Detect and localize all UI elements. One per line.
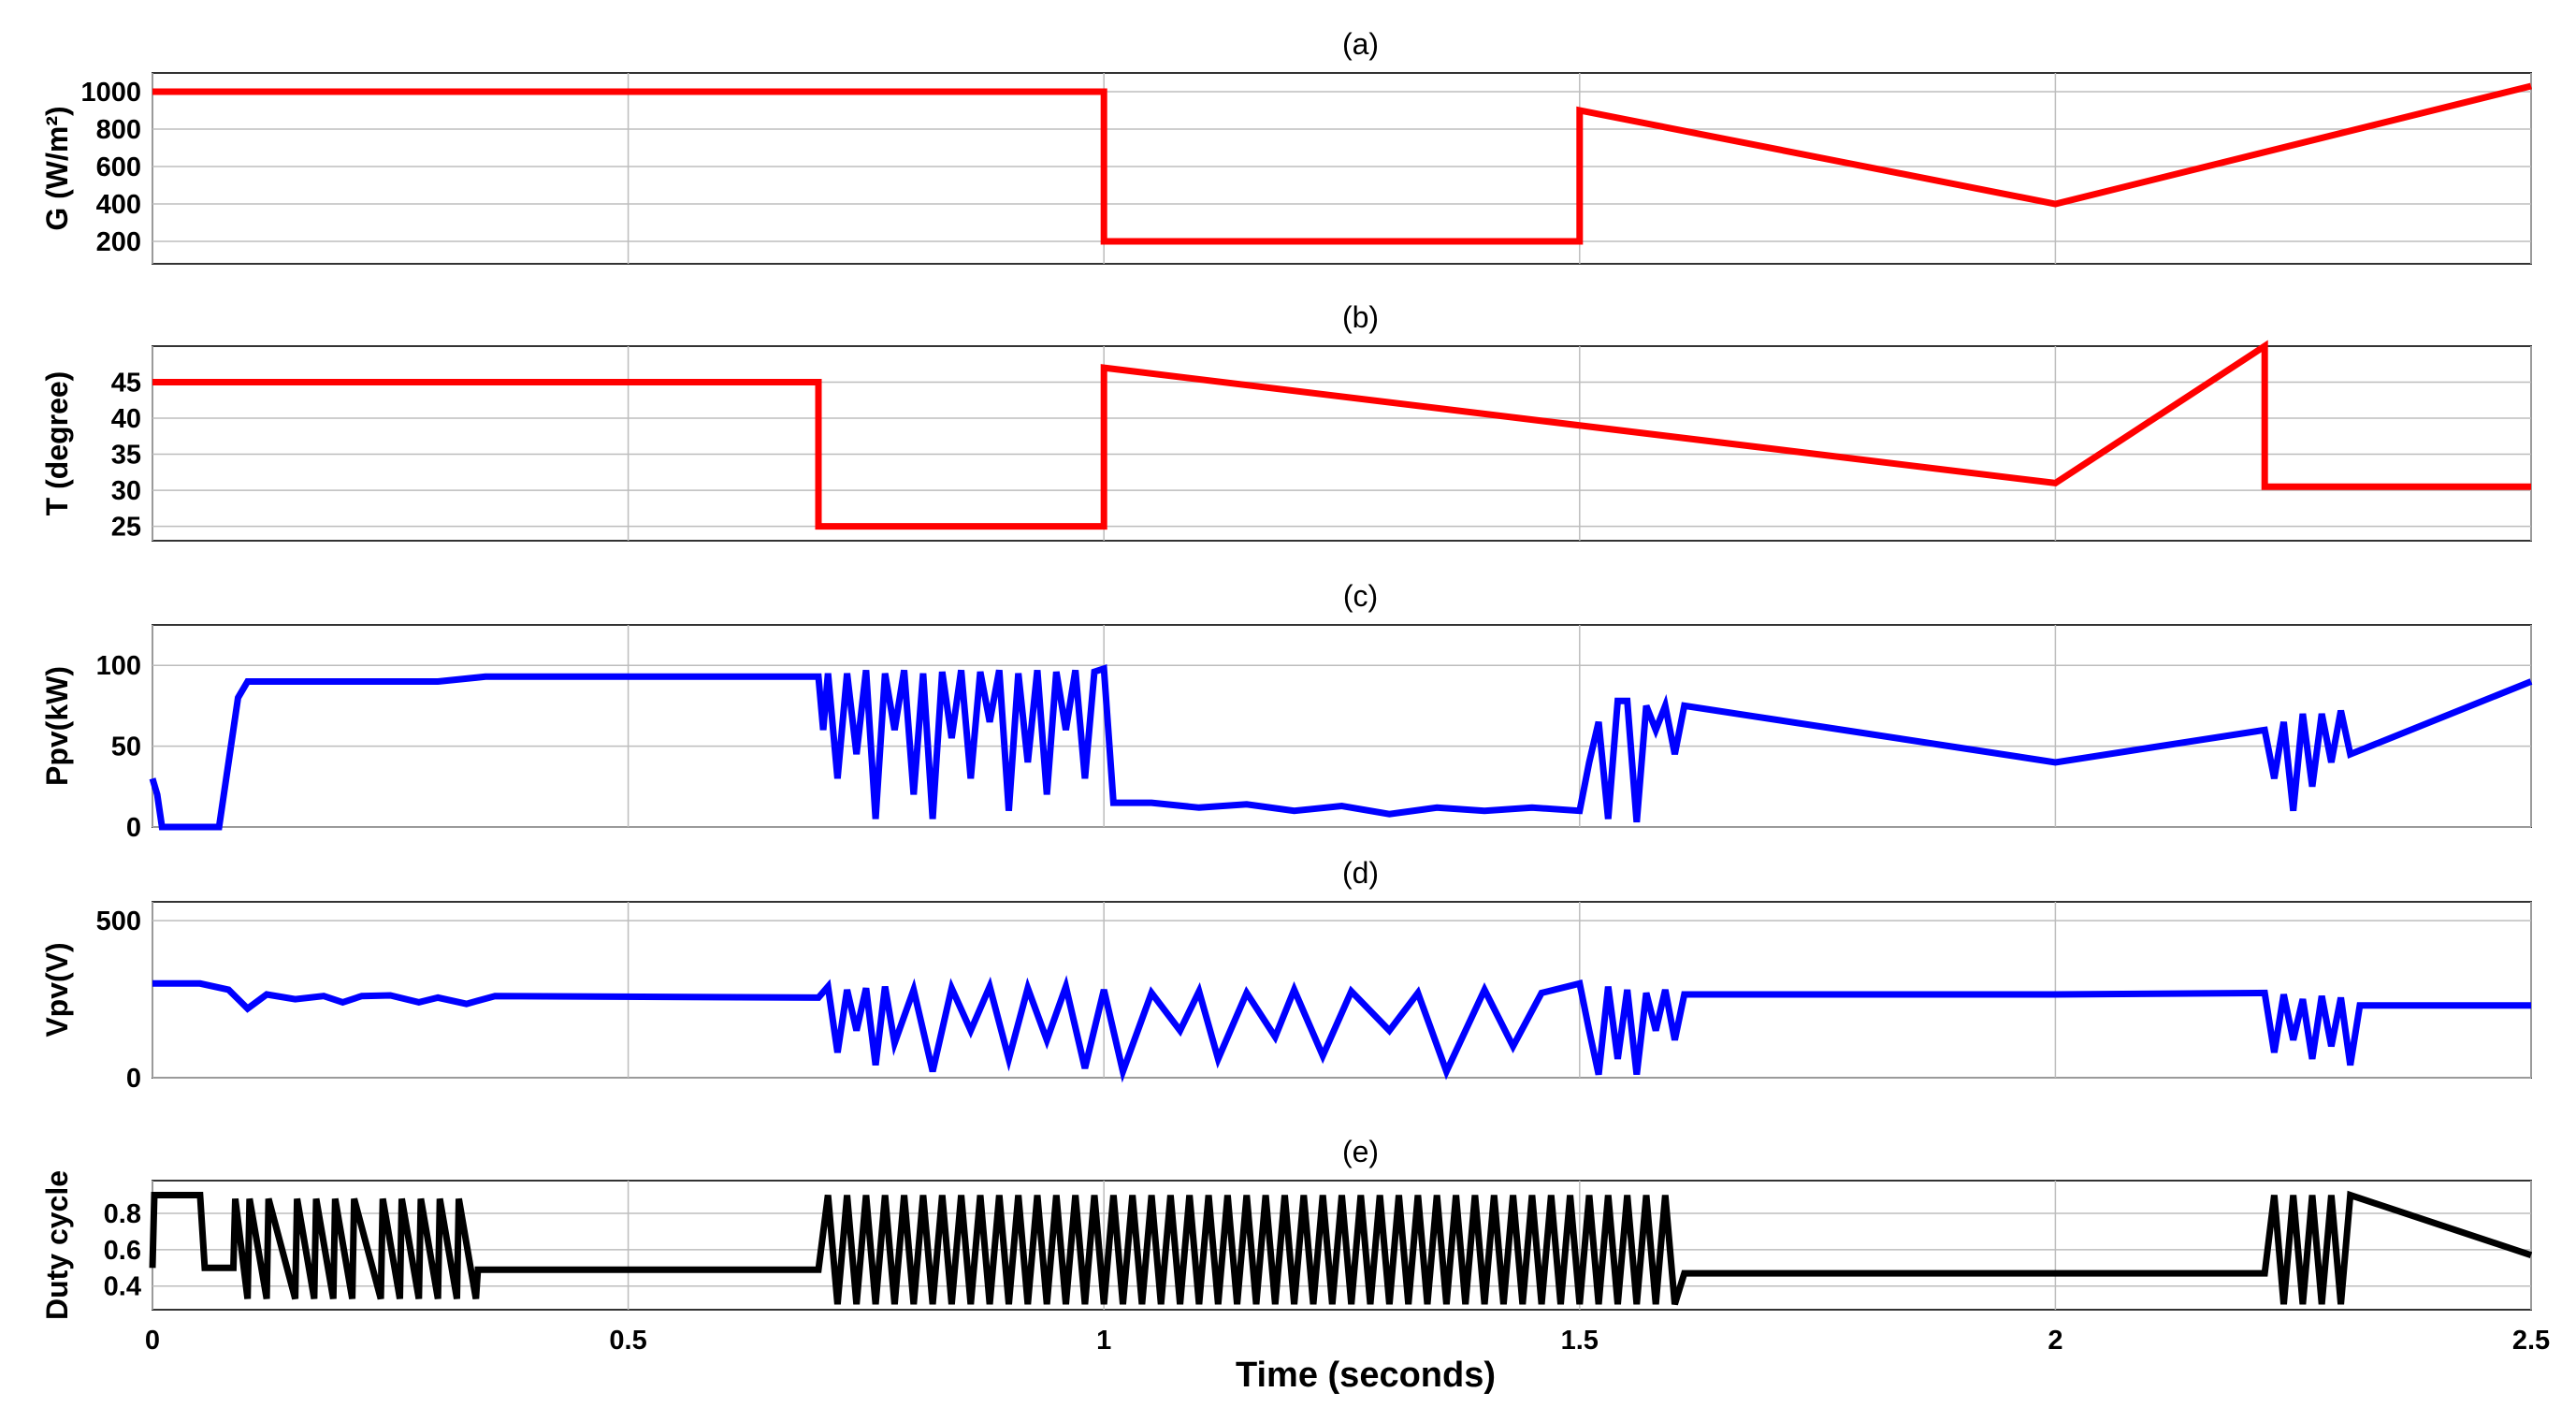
panel-3-y-axis-label: Ppv(kW) [40,666,74,786]
panel-3-plot-area [152,624,2532,828]
panel-4-y-tick-label: 500 [96,907,141,936]
panel-2: 25 30 35 40 45 (b) T (degree) [40,300,2532,543]
panel-3-title: (c) [1343,579,1378,613]
panel-1-y-tick-label: 400 [96,190,141,220]
panel-4-title: (d) [1342,856,1379,890]
panel-1-y-tick-label: 200 [96,227,141,257]
panel-2-plot-area [152,345,2532,542]
panel-1-y-tick-label: 800 [96,115,141,145]
panel-4-series-line [152,975,2531,1083]
panel-5-series-line [149,1190,2533,1306]
panel-1-y-axis-label: G (W/m²) [40,106,74,230]
panel-1-title: (a) [1342,27,1379,61]
panel-5-x-tick-label: 2 [2048,1326,2062,1356]
panel-5-plot-area [152,1180,2532,1311]
panel-5-x-tick-label: 1.5 [1561,1326,1599,1356]
panel-1-y-tick-label: 600 [96,152,141,182]
panel-1-series-line [152,82,2532,245]
panel-2-y-axis-label: T (degree) [40,371,74,516]
panel-1-y-tick-label: 1000 [80,78,141,108]
panel-4-y-tick-label: 0 [126,1064,141,1094]
panel-1-plot-area [152,72,2532,265]
panel-2-y-tick-label: 45 [111,369,141,399]
panel-4-y-axis-label: Vpv(V) [40,942,74,1037]
panel-5-x-tick-label: 0 [145,1326,160,1356]
panel-5-y-tick-label: 0.8 [104,1199,141,1229]
panel-5-x-tick-label: 1 [1096,1326,1111,1356]
panel-5-y-tick-label: 0.6 [104,1236,141,1266]
panel-3: 0 50 100 (c) Ppv(kW) [40,579,2533,843]
panel-5-title: (e) [1342,1135,1379,1168]
x-axis-label: Time (seconds) [1236,1356,1496,1395]
panel-5-x-tick-label: 2.5 [2512,1326,2550,1356]
panel-1: 200 400 600 800 1000 (a) G (W/m²) [40,27,2532,265]
panel-3-y-tick-label: 100 [96,651,141,681]
panel-5-y-tick-label: 0.4 [104,1272,141,1302]
panel-3-y-tick-label: 50 [111,733,141,762]
panel-5-y-axis-label: Duty cycle [40,1170,74,1320]
panel-4: 0 500 (d) Vpv(V) [40,856,2532,1094]
panel-2-title: (b) [1342,300,1379,334]
panel-2-y-tick-label: 40 [111,404,141,434]
panel-3-y-tick-label: 0 [126,813,141,843]
panel-3-series-line [149,663,2533,831]
panel-4-plot-area [152,901,2532,1079]
panel-2-y-tick-label: 25 [111,513,141,543]
panel-2-y-tick-label: 30 [111,476,141,506]
panel-5: 0.4 0.6 0.8 0 0.5 1 1.5 2 2.5 (e) Duty cycle [40,1135,2550,1356]
panel-2-y-tick-label: 35 [111,441,141,471]
panel-5-x-tick-label: 0.5 [609,1326,646,1356]
panel-2-series-line [152,340,2531,530]
